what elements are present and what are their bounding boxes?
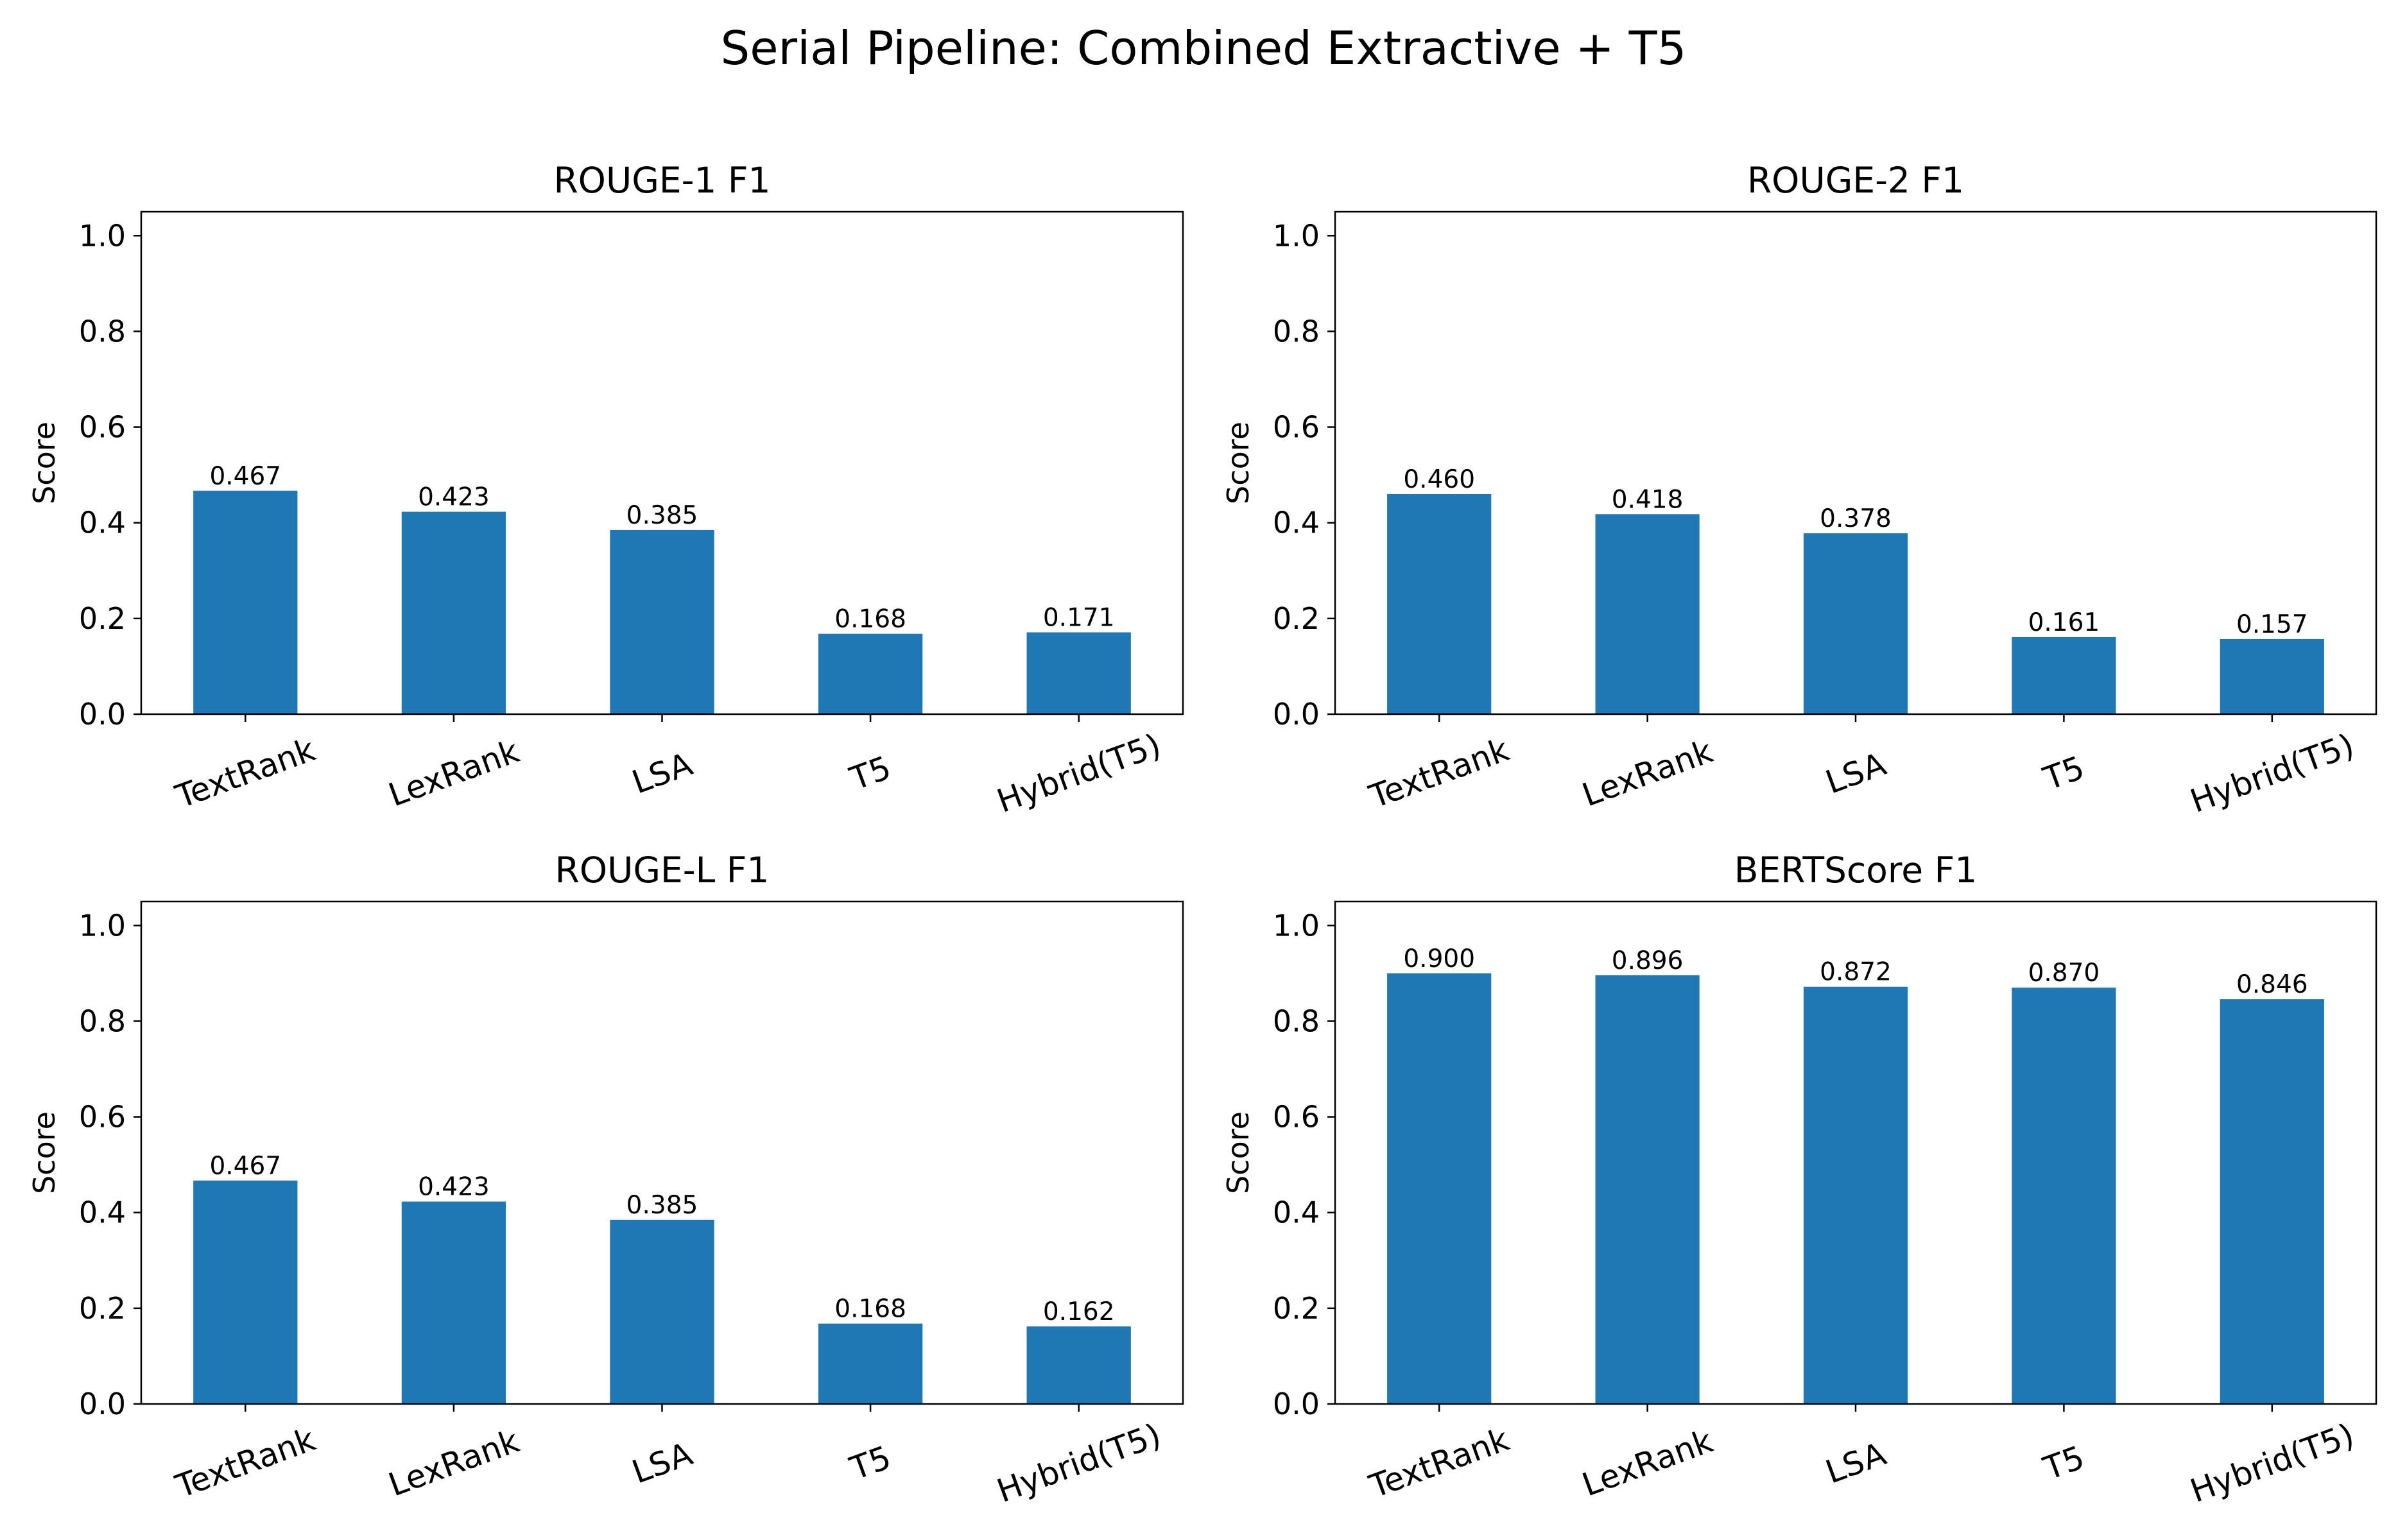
- y-axis-label: Score: [1221, 1111, 1255, 1194]
- bar-value-label: 0.385: [626, 501, 698, 530]
- bar: [1803, 986, 1908, 1404]
- bar: [2012, 988, 2116, 1404]
- bar-value-label: 0.157: [2236, 610, 2308, 639]
- y-tick-label: 0.4: [1273, 506, 1320, 540]
- y-tick-label: 0.4: [1273, 1195, 1320, 1230]
- bar: [193, 1180, 298, 1404]
- figure-title: Serial Pipeline: Combined Extractive + T…: [721, 21, 1687, 75]
- y-tick-label: 0.4: [79, 1195, 126, 1230]
- bar: [193, 490, 298, 714]
- bar-value-label: 0.872: [1820, 958, 1892, 987]
- bar: [1595, 514, 1700, 714]
- y-tick-label: 0.2: [79, 601, 126, 636]
- y-tick-label: 0.0: [79, 1387, 126, 1421]
- y-tick-label: 0.0: [1273, 697, 1320, 732]
- bar-value-label: 0.467: [209, 1152, 281, 1181]
- bar-value-label: 0.162: [1043, 1297, 1115, 1326]
- bar-value-label: 0.460: [1403, 465, 1475, 494]
- y-tick-label: 0.2: [1273, 1291, 1320, 1326]
- y-tick-label: 1.0: [79, 218, 126, 253]
- bar: [1026, 632, 1131, 714]
- bar: [1387, 973, 1492, 1404]
- y-tick-label: 0.8: [1273, 1004, 1320, 1038]
- bar: [401, 1201, 506, 1404]
- bar-value-label: 0.467: [209, 462, 281, 491]
- y-tick-label: 0.0: [1273, 1387, 1320, 1421]
- subplot-title: ROUGE-L F1: [555, 850, 770, 891]
- bar: [401, 511, 506, 714]
- bar: [1595, 975, 1700, 1404]
- subplot-title: ROUGE-1 F1: [553, 160, 770, 201]
- bar: [818, 1323, 923, 1404]
- bar-value-label: 0.168: [834, 1295, 906, 1324]
- y-tick-label: 0.6: [79, 410, 126, 445]
- y-axis-label: Score: [27, 1111, 62, 1194]
- bar-value-label: 0.161: [2028, 608, 2100, 637]
- bar: [610, 529, 714, 714]
- bar-value-label: 0.423: [418, 483, 490, 512]
- y-tick-label: 0.4: [79, 506, 126, 540]
- y-axis-label: Score: [1221, 422, 1255, 504]
- y-tick-label: 0.2: [1273, 601, 1320, 636]
- bar-value-label: 0.418: [1612, 485, 1684, 514]
- bar: [2220, 638, 2324, 714]
- bar-value-label: 0.378: [1820, 504, 1892, 533]
- y-tick-label: 0.8: [1273, 314, 1320, 348]
- subplot-title: BERTScore F1: [1734, 850, 1977, 891]
- bar-value-label: 0.171: [1043, 603, 1115, 632]
- y-tick-label: 1.0: [1273, 218, 1320, 253]
- bar-value-label: 0.423: [418, 1173, 490, 1202]
- bar: [1803, 533, 1908, 714]
- bar-value-label: 0.846: [2236, 970, 2308, 999]
- bar-value-label: 0.900: [1403, 945, 1475, 973]
- y-tick-label: 0.8: [79, 1004, 126, 1038]
- bar: [1387, 493, 1492, 714]
- y-axis-label: Score: [27, 422, 62, 504]
- bar-value-label: 0.385: [626, 1191, 698, 1220]
- bar: [610, 1219, 714, 1404]
- y-tick-label: 0.2: [79, 1291, 126, 1326]
- bar: [1026, 1326, 1131, 1404]
- subplot-title: ROUGE-2 F1: [1747, 160, 1964, 201]
- bar-value-label: 0.870: [2028, 959, 2100, 988]
- y-tick-label: 1.0: [79, 908, 126, 943]
- y-tick-label: 0.8: [79, 314, 126, 348]
- bar-value-label: 0.896: [1612, 946, 1684, 975]
- y-tick-label: 0.6: [1273, 1100, 1320, 1134]
- y-tick-label: 0.6: [79, 1100, 126, 1134]
- bar: [2012, 637, 2116, 714]
- y-tick-label: 0.0: [79, 697, 126, 732]
- bar-value-label: 0.168: [834, 605, 906, 634]
- y-tick-label: 1.0: [1273, 908, 1320, 943]
- bar: [818, 633, 923, 714]
- y-tick-label: 0.6: [1273, 410, 1320, 445]
- bar: [2220, 999, 2324, 1404]
